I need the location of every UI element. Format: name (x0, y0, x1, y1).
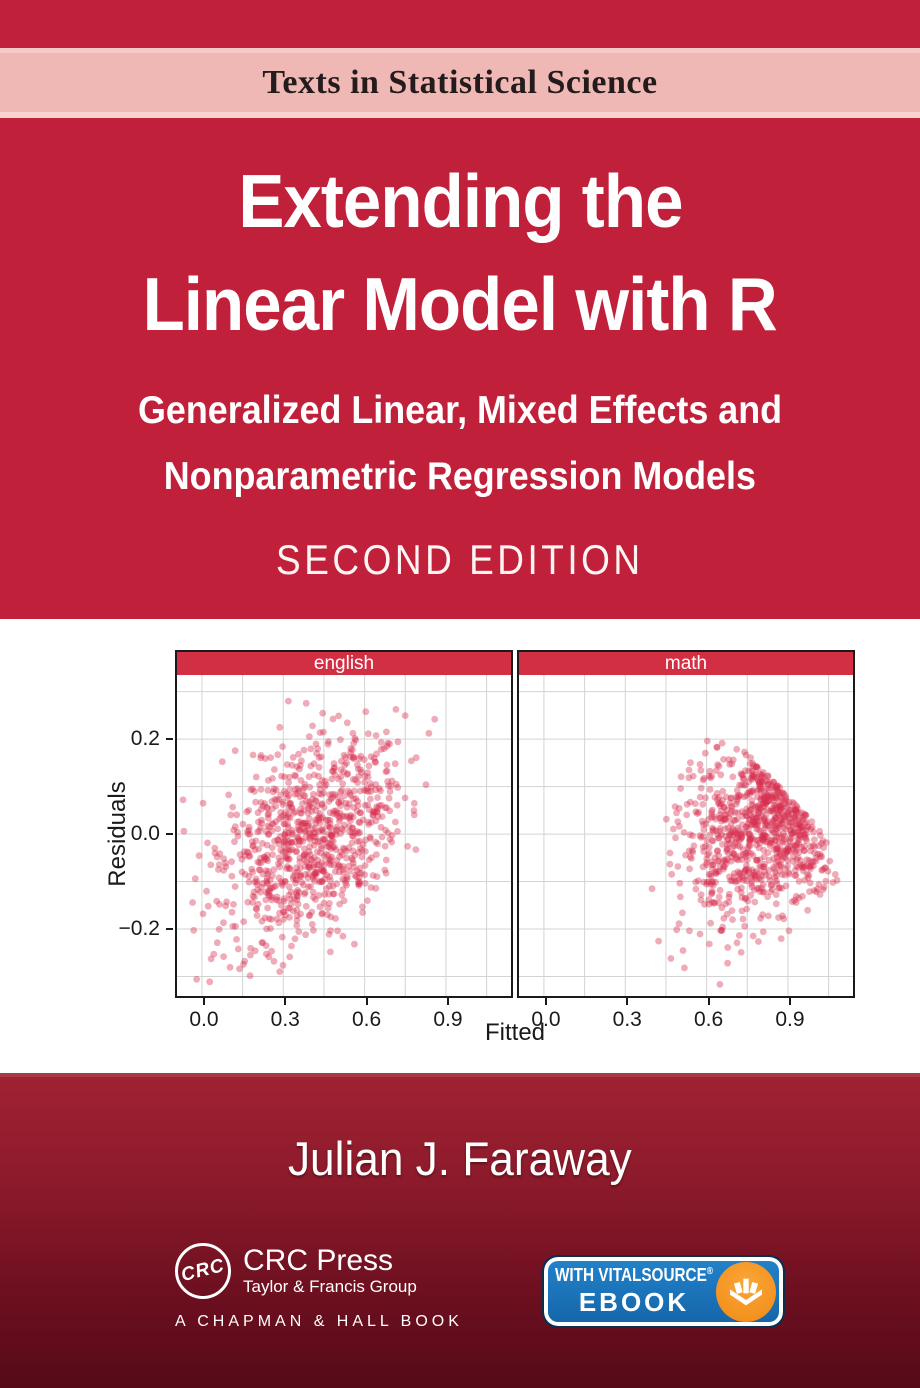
x-tick-mark (365, 998, 368, 1005)
x-tick-label: 0.0 (531, 1008, 561, 1031)
book-title-line1: Extending the (237, 159, 683, 243)
panel-math-strip: math (519, 652, 853, 675)
y-tick-label: 0.2 (130, 727, 160, 751)
x-tick-label: 0.0 (189, 1008, 219, 1031)
math-scatter-plot (519, 675, 853, 996)
y-tick-mark (166, 738, 173, 741)
x-tick-label: 0.3 (270, 1008, 300, 1031)
y-tick-label: 0.0 (130, 822, 160, 846)
title-band: Extending the Linear Model with R Genera… (0, 118, 920, 619)
figure-band: Residuals english 0.0 0.3 0.6 0.9 math 0.0 0… (0, 619, 920, 1073)
english-scatter-plot (177, 675, 511, 996)
ebook-label: EBOOK (578, 1287, 690, 1317)
chapman-hall-label: A CHAPMAN & HALL BOOK (175, 1313, 463, 1330)
taylor-francis-label: Taylor & Francis Group (243, 1277, 417, 1296)
x-tick-label: 0.6 (693, 1008, 724, 1031)
x-tick-label: 0.9 (775, 1008, 805, 1031)
x-tick-mark (544, 998, 547, 1005)
x-tick-mark (707, 998, 710, 1005)
x-tick-mark (284, 998, 287, 1005)
panel-math: math 0.0 0.3 0.6 0.9 (517, 650, 855, 1031)
y-tick-label: −0.2 (118, 917, 160, 941)
x-tick-mark (788, 998, 791, 1005)
x-tick-mark (446, 998, 449, 1005)
author-name: Julian J. Faraway (288, 1132, 632, 1185)
series-title: Texts in Statistical Science (262, 64, 658, 101)
x-tick-mark (626, 998, 629, 1005)
vitalsource-label: WITH VITALSOURCE® (554, 1265, 714, 1285)
bottom-band: Julian J. Faraway CRC CRC Press Taylor &… (0, 1073, 920, 1388)
y-tick-mark (166, 928, 173, 931)
panel-english-strip: english (177, 652, 511, 675)
crc-monogram: CRC (178, 1254, 227, 1287)
series-banner: Texts in Statistical Science (0, 48, 920, 118)
crc-press-label: CRC Press (243, 1244, 394, 1277)
book-title-line2: Linear Model with R (142, 262, 778, 346)
publisher-block: CRC CRC Press Taylor & Francis Group A C… (175, 1243, 463, 1331)
book-subtitle-line2: Nonparametric Regression Models (163, 455, 757, 498)
y-tick-mark (166, 833, 173, 836)
x-axis-label: Fitted (484, 1019, 546, 1046)
x-tick-label: 0.3 (612, 1008, 642, 1031)
crc-logo-icon: CRC (175, 1243, 231, 1299)
x-tick-label: 0.9 (433, 1008, 463, 1031)
x-tick-mark (202, 998, 205, 1005)
open-book-icon (716, 1261, 776, 1322)
registered-mark: ® (706, 1266, 714, 1277)
vitalsource-ebook-badge: WITH VITALSOURCE® EBOOK (542, 1255, 785, 1328)
panel-english: english 0.0 0.3 0.6 0.9 (175, 650, 513, 1031)
top-red-band (0, 0, 920, 48)
book-subtitle-line1: Generalized Linear, Mixed Effects and (137, 389, 783, 432)
x-tick-label: 0.6 (351, 1008, 382, 1031)
edition-label: SECOND EDITION (276, 536, 644, 583)
